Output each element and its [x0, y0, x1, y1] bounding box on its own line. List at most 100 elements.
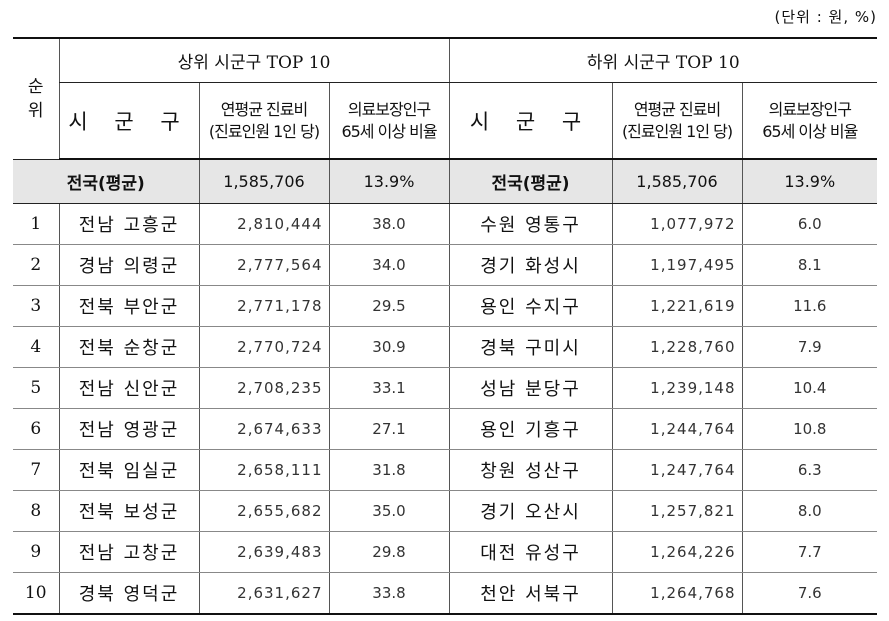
top-sigungu-cell: 경북 영덕군	[58, 572, 199, 615]
top-group-header: 상위 시군구 TOP 10	[58, 38, 450, 83]
table-row: 9 전남 고창군 2,639,483 29.8 대전 유성구 1,264,226 7.7	[13, 531, 878, 573]
bottom-cost-cell: 1,264,226	[611, 531, 743, 573]
top-cost-header-line1: 연평균 진료비	[220, 99, 308, 119]
top-sigungu-cell: 전북 보성군	[58, 490, 199, 532]
top-cost-cell: 2,639,483	[198, 531, 329, 573]
top-ratio-cell: 33.1	[328, 367, 450, 409]
bottom-ratio-header: 의료보장인구 65세 이상 비율	[741, 82, 878, 160]
bottom-cost-cell: 1,264,768	[611, 572, 743, 615]
header-row-groups: 순위 상위 시군구 TOP 10 하위 시군구 TOP 10	[13, 38, 878, 160]
national-average-row: 전국(평균) 1,585,706 13.9% 전국(평균) 1,585,706 …	[13, 159, 878, 204]
bottom-sigungu-cell: 경기 화성시	[448, 244, 613, 286]
header-row-columns: 시 군 구 연평균 진료비 (진료인원 1인 당) 의료보장인구 65세 이상 …	[13, 82, 878, 160]
bottom-sigungu-header: 시 군 구	[448, 82, 613, 160]
rank-cell: 7	[13, 449, 59, 491]
bottom-cost-header-line2: (진료인원 1인 당)	[621, 121, 733, 141]
top-cost-cell: 2,658,111	[198, 449, 329, 491]
top-ratio-header: 의료보장인구 65세 이상 비율	[328, 82, 450, 160]
bottom-ratio-cell: 7.7	[741, 531, 878, 573]
bottom-sigungu-cell: 천안 서북구	[448, 572, 613, 615]
top-cost-header: 연평균 진료비 (진료인원 1인 당)	[198, 82, 329, 160]
bottom-ratio-cell: 8.1	[741, 244, 878, 286]
ranking-rows: 1 전남 고흥군 2,810,444 38.0 수원 영통구 1,077,972 6.0 2 경…	[13, 203, 878, 615]
rank-cell: 9	[13, 531, 59, 573]
bottom-cost-cell: 1,197,495	[611, 244, 743, 286]
top-ratio-cell: 29.5	[328, 285, 450, 327]
top-cost-cell: 2,631,627	[198, 572, 329, 615]
table-row: 7 전북 임실군 2,658,111 31.8 창원 성산구 1,247,764 6.3	[13, 449, 878, 491]
top-ratio-cell: 35.0	[328, 490, 450, 532]
top-cost-header-line2: (진료인원 1인 당)	[208, 121, 320, 141]
ranking-table: 순위 상위 시군구 TOP 10 하위 시군구 TOP 10 시 군 구 연평균…	[13, 37, 878, 615]
table-row: 1 전남 고흥군 2,810,444 38.0 수원 영통구 1,077,972 6.0	[13, 203, 878, 245]
bottom-sigungu-cell: 경북 구미시	[448, 326, 613, 368]
bottom-cost-cell: 1,239,148	[611, 367, 743, 409]
top-cost-cell: 2,771,178	[198, 285, 329, 327]
bottom-ratio-header-line2: 65세 이상 비율	[762, 121, 858, 141]
bottom-sigungu-cell: 성남 분당구	[448, 367, 613, 409]
top-national-average-cost: 1,585,706	[198, 159, 329, 204]
rank-cell: 4	[13, 326, 59, 368]
bottom-ratio-cell: 6.0	[741, 203, 878, 245]
table-row: 4 전북 순창군 2,770,724 30.9 경북 구미시 1,228,760 7.9	[13, 326, 878, 368]
top-sigungu-header: 시 군 구	[58, 82, 199, 160]
bottom-sigungu-cell: 대전 유성구	[448, 531, 613, 573]
bottom-group-header: 하위 시군구 TOP 10	[448, 38, 878, 83]
bottom-cost-cell: 1,221,619	[611, 285, 743, 327]
bottom-cost-cell: 1,228,760	[611, 326, 743, 368]
bottom-ratio-cell: 7.6	[741, 572, 878, 615]
bottom-national-average-ratio: 13.9%	[741, 159, 878, 204]
bottom-ratio-cell: 6.3	[741, 449, 878, 491]
bottom-ratio-header-line1: 의료보장인구	[768, 99, 852, 119]
bottom-ratio-cell: 10.8	[741, 408, 878, 450]
top-cost-cell: 2,708,235	[198, 367, 329, 409]
top-sigungu-cell: 전북 임실군	[58, 449, 199, 491]
rank-cell: 6	[13, 408, 59, 450]
bottom-ratio-cell: 11.6	[741, 285, 878, 327]
bottom-cost-cell: 1,247,764	[611, 449, 743, 491]
rank-cell: 5	[13, 367, 59, 409]
table-row: 10 경북 영덕군 2,631,627 33.8 천안 서북구 1,264,768 7.6	[13, 572, 878, 615]
top-cost-cell: 2,674,633	[198, 408, 329, 450]
table-row: 8 전북 보성군 2,655,682 35.0 경기 오산시 1,257,821 8.0	[13, 490, 878, 532]
top-sigungu-cell: 전남 영광군	[58, 408, 199, 450]
bottom-national-average-cost: 1,585,706	[611, 159, 743, 204]
bottom-ratio-cell: 8.0	[741, 490, 878, 532]
top-ratio-header-line2: 65세 이상 비율	[341, 121, 437, 141]
top-national-average-label: 전국(평균)	[13, 159, 199, 204]
bottom-cost-header: 연평균 진료비 (진료인원 1인 당)	[611, 82, 743, 160]
bottom-cost-cell: 1,244,764	[611, 408, 743, 450]
top-sigungu-cell: 전남 고창군	[58, 531, 199, 573]
top-ratio-cell: 34.0	[328, 244, 450, 286]
top-ratio-cell: 31.8	[328, 449, 450, 491]
top-sigungu-cell: 경남 의령군	[58, 244, 199, 286]
rank-cell: 2	[13, 244, 59, 286]
rank-header-label: 순위	[27, 76, 44, 121]
bottom-national-average-label: 전국(평균)	[448, 159, 613, 204]
unit-note: (단위 : 원, %)	[774, 8, 877, 26]
top-sigungu-cell: 전북 순창군	[58, 326, 199, 368]
top-sigungu-cell: 전남 고흥군	[58, 203, 199, 245]
bottom-sigungu-cell: 용인 기흥구	[448, 408, 613, 450]
top-cost-cell: 2,777,564	[198, 244, 329, 286]
rank-cell: 1	[13, 203, 59, 245]
table-row: 2 경남 의령군 2,777,564 34.0 경기 화성시 1,197,495 8.1	[13, 244, 878, 286]
table-row: 6 전남 영광군 2,674,633 27.1 용인 기흥구 1,244,764 10.8	[13, 408, 878, 450]
bottom-sigungu-cell: 경기 오산시	[448, 490, 613, 532]
top-national-average-ratio: 13.9%	[328, 159, 450, 204]
bottom-cost-cell: 1,077,972	[611, 203, 743, 245]
rank-cell: 8	[13, 490, 59, 532]
table-row: 5 전남 신안군 2,708,235 33.1 성남 분당구 1,239,148 10.4	[13, 367, 878, 409]
bottom-sigungu-cell: 용인 수지구	[448, 285, 613, 327]
top-cost-cell: 2,655,682	[198, 490, 329, 532]
top-cost-cell: 2,770,724	[198, 326, 329, 368]
top-ratio-cell: 27.1	[328, 408, 450, 450]
top-ratio-cell: 29.8	[328, 531, 450, 573]
top-sigungu-cell: 전북 부안군	[58, 285, 199, 327]
bottom-ratio-cell: 10.4	[741, 367, 878, 409]
rank-header: 순위	[13, 38, 59, 160]
top-ratio-cell: 33.8	[328, 572, 450, 615]
top-ratio-cell: 30.9	[328, 326, 450, 368]
bottom-cost-header-line1: 연평균 진료비	[633, 99, 721, 119]
table-row: 3 전북 부안군 2,771,178 29.5 용인 수지구 1,221,619 11.6	[13, 285, 878, 327]
